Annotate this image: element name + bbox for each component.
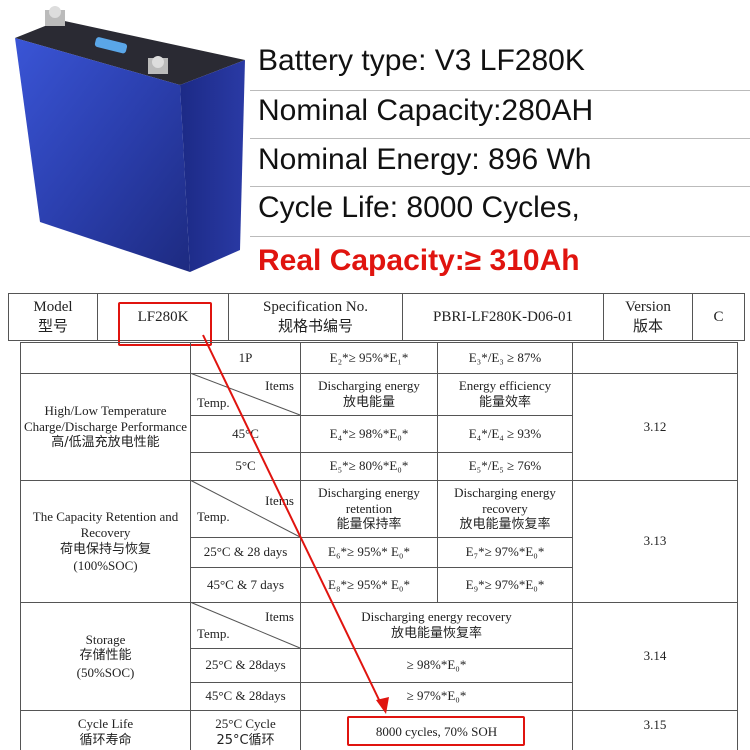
version-value: C: [692, 293, 745, 341]
real-capacity: Real Capacity:≥ 310Ah: [258, 244, 580, 277]
empty-cell: [20, 342, 191, 374]
value-cell: E₄*/E₄ ≥ 93%: [437, 415, 573, 453]
condition-cell: 25°C Cycle 25°C循环: [190, 710, 301, 750]
condition-cell: 25°C & 28days: [190, 648, 301, 683]
items-temp-header: Items Temp.: [190, 480, 301, 538]
ref-cell: 3.15: [572, 710, 738, 750]
divider: [250, 90, 750, 91]
cycle-life: Cycle Life: 8000 Cycles,: [258, 191, 580, 224]
value-cell: E₃*/E₃ ≥ 87%: [437, 342, 573, 374]
items-temp-header: Items Temp.: [190, 373, 301, 416]
ref-cell: 3.14: [572, 602, 738, 711]
battery-cell-image: [15, 6, 245, 272]
column-header: Energy efficiency 能量效率: [437, 373, 573, 416]
nominal-capacity: Nominal Capacity:280AH: [258, 94, 594, 127]
value-cell: E₉*≥ 97%*E₀*: [437, 567, 573, 603]
column-header: Discharging energy retention 能量保持率: [300, 480, 438, 538]
empty-cell: [572, 342, 738, 374]
cycle-highlight-box: [347, 716, 525, 746]
version-label: Version 版本: [603, 293, 693, 341]
ref-cell: 3.12: [572, 373, 738, 481]
value-cell: E₇*≥ 97%*E₀*: [437, 537, 573, 568]
divider: [250, 138, 750, 139]
value-cell: ≥ 98%*E₀*: [300, 648, 573, 683]
condition-cell: 45°C: [190, 415, 301, 453]
nominal-energy: Nominal Energy: 896 Wh: [258, 143, 592, 176]
spec-no-label: Specification No. 规格书编号: [228, 293, 403, 341]
section-title: Cycle Life 循环寿命: [20, 710, 191, 750]
condition-cell: 5°C: [190, 452, 301, 481]
ref-cell: 3.13: [572, 480, 738, 603]
value-cell: E₄*≥ 98%*E₀*: [300, 415, 438, 453]
column-header: Discharging energy 放电能量: [300, 373, 438, 416]
section-title: The Capacity Retention and Recovery 荷电保持与…: [20, 480, 191, 603]
value-cell: E₅*/E₅ ≥ 76%: [437, 452, 573, 481]
column-header: Discharging energy recovery 放电能量恢复率: [300, 602, 573, 649]
value-cell: E₅*≥ 80%*E₀*: [300, 452, 438, 481]
divider: [250, 236, 750, 237]
battery-type: Battery type: V3 LF280K: [258, 44, 585, 77]
value-cell: ≥ 97%*E₀*: [300, 682, 573, 711]
spec-no-value: PBRI-LF280K-D06-01: [402, 293, 604, 341]
section-title: Storage 存储性能 (50%SOC): [20, 602, 191, 711]
items-temp-header: Items Temp.: [190, 602, 301, 649]
value-cell: E₆*≥ 95%* E₀*: [300, 537, 438, 568]
condition-cell: 45°C & 28days: [190, 682, 301, 711]
condition-cell: 45°C & 7 days: [190, 567, 301, 603]
condition-cell: 25°C & 28 days: [190, 537, 301, 568]
column-header: Discharging energy recovery 放电能量恢复率: [437, 480, 573, 538]
divider: [250, 186, 750, 187]
value-cell: E₈*≥ 95%* E₀*: [300, 567, 438, 603]
model-label: Model 型号: [8, 293, 98, 341]
value-cell: E₂*≥ 95%*E₁*: [300, 342, 438, 374]
model-highlight-box: [118, 302, 212, 346]
condition-cell: 1P: [190, 342, 301, 374]
section-title: High/Low Temperature Charge/Discharge Pe…: [20, 373, 191, 481]
